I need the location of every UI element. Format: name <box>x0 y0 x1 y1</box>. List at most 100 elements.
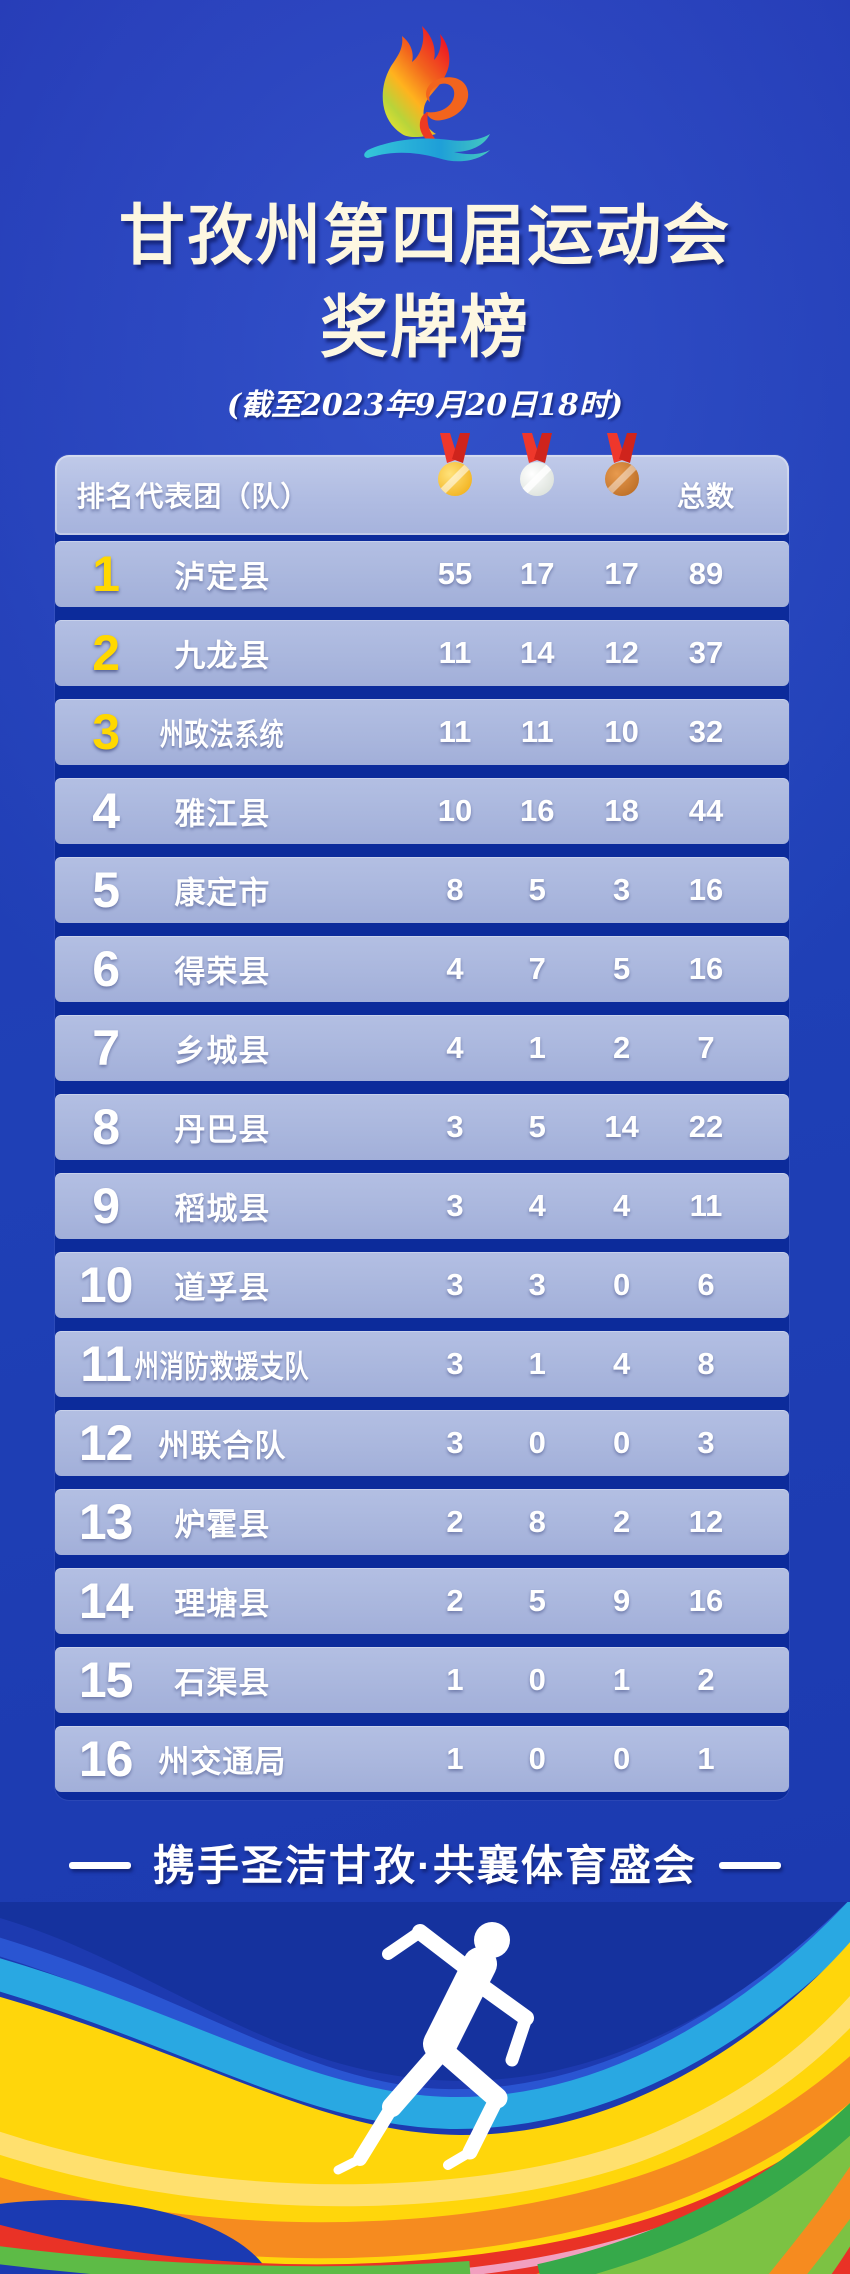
silver-count: 14 <box>519 635 555 670</box>
rank-cell: 13 <box>78 1494 134 1550</box>
rank-cell: 1 <box>92 546 120 602</box>
bronze-count: 0 <box>613 1741 631 1776</box>
silver-count: 1 <box>528 1030 546 1065</box>
team-cell: 州联合队 <box>158 1428 287 1464</box>
gold-count: 4 <box>446 1030 464 1065</box>
gold-count: 8 <box>446 872 464 907</box>
team-cell: 康定市 <box>174 875 271 911</box>
silver-count: 5 <box>528 872 546 907</box>
rank-cell: 5 <box>92 862 120 918</box>
team-cell: 泸定县 <box>174 559 271 595</box>
cyan-band <box>0 1902 850 2130</box>
total-count: 3 <box>697 1425 715 1460</box>
header-total: 总数 <box>677 481 736 512</box>
gold-count: 4 <box>446 951 464 986</box>
total-count: 6 <box>697 1267 715 1302</box>
bottom-wave-decoration <box>0 1902 850 2274</box>
rank-cell: 10 <box>78 1257 134 1313</box>
slogan-text: 携手圣洁甘孜·共襄体育盛会 <box>153 1842 697 1889</box>
bronze-count: 5 <box>613 951 631 986</box>
silver-count: 11 <box>520 714 554 749</box>
team-cell: 道孚县 <box>174 1270 271 1306</box>
silver-count: 0 <box>528 1741 546 1776</box>
dark-green-band <box>537 2103 850 2274</box>
bronze-count: 2 <box>613 1030 631 1065</box>
team-cell: 丹巴县 <box>174 1112 271 1148</box>
torch-flame-icon <box>364 26 490 162</box>
table-row: 14 理塘县 2 5 9 16 <box>55 1568 789 1634</box>
table-row: 1 泸定县 55 17 17 89 <box>55 541 789 607</box>
rank-cell: 14 <box>78 1573 134 1629</box>
gold-count: 3 <box>446 1188 464 1223</box>
bronze-count: 17 <box>604 556 639 591</box>
total-count: 1 <box>697 1741 715 1776</box>
silver-count: 1 <box>528 1346 546 1381</box>
navy-dome-shape <box>0 1902 850 2081</box>
slogan-row: 携手圣洁甘孜·共襄体育盛会 <box>0 1832 850 1893</box>
table-row: 8 丹巴县 3 5 14 22 <box>55 1094 789 1160</box>
team-cell: 州消防救援支队 <box>134 1349 310 1385</box>
gold-count: 3 <box>446 1425 464 1460</box>
bronze-count: 14 <box>604 1109 639 1144</box>
rank-cell: 3 <box>92 704 120 760</box>
gold-count: 2 <box>446 1583 464 1618</box>
gold-count: 1 <box>446 1662 464 1697</box>
header-rank: 排名 <box>76 481 135 512</box>
silver-count: 4 <box>528 1188 546 1223</box>
team-cell: 稻城县 <box>174 1191 271 1227</box>
silver-count: 8 <box>528 1504 546 1539</box>
gold-count: 10 <box>437 793 473 828</box>
bronze-count: 4 <box>613 1346 631 1381</box>
team-cell: 九龙县 <box>174 638 271 674</box>
table-row: 7 乡城县 4 1 2 7 <box>55 1015 789 1081</box>
total-count: 32 <box>688 714 724 749</box>
table-row: 10 道孚县 3 3 0 6 <box>55 1252 789 1318</box>
silver-count: 16 <box>519 793 555 828</box>
gold-count: 3 <box>446 1109 464 1144</box>
silver-count: 3 <box>528 1267 546 1302</box>
table-row: 11 州消防救援支队 3 1 4 8 <box>55 1331 789 1397</box>
total-count: 16 <box>688 951 724 986</box>
silver-count: 0 <box>528 1425 546 1460</box>
total-count: 8 <box>697 1346 715 1381</box>
rank-cell: 9 <box>92 1178 120 1234</box>
gold-count: 3 <box>446 1346 464 1381</box>
team-cell: 石渠县 <box>174 1665 271 1701</box>
green-wedge <box>548 2116 850 2274</box>
silver-count: 0 <box>528 1662 546 1697</box>
team-cell: 炉霍县 <box>174 1507 271 1543</box>
table-body: 1 泸定县 55 17 17 89 2 九龙县 11 14 12 37 3 州政… <box>55 541 789 1792</box>
gold-count: 11 <box>438 714 472 749</box>
silver-medal-icon <box>520 433 555 496</box>
rank-cell: 2 <box>92 625 120 681</box>
header-team: 代表团（队） <box>135 481 310 512</box>
bronze-count: 1 <box>613 1662 631 1697</box>
bronze-count: 12 <box>604 635 639 670</box>
gold-count: 55 <box>437 556 473 591</box>
table-row: 16 州交通局 1 0 0 1 <box>55 1726 789 1792</box>
bronze-count: 10 <box>604 714 639 749</box>
table-row: 6 得荣县 4 7 5 16 <box>55 936 789 1002</box>
bronze-medal-icon <box>604 433 639 496</box>
total-count: 7 <box>697 1030 715 1065</box>
cutoff-date-note: (截至2023年9月20日18时) <box>226 388 624 423</box>
rank-cell: 12 <box>78 1415 134 1471</box>
total-count: 12 <box>688 1504 724 1539</box>
flame-tail-shape <box>419 112 438 143</box>
rank-cell: 6 <box>92 941 120 997</box>
slogan-dash-right <box>719 1862 781 1870</box>
rank-cell: 7 <box>92 1020 120 1076</box>
total-count: 22 <box>688 1109 724 1144</box>
gold-count: 1 <box>446 1741 464 1776</box>
silver-count: 5 <box>528 1583 546 1618</box>
team-cell: 乡城县 <box>174 1033 271 1069</box>
bronze-count: 0 <box>613 1425 631 1460</box>
rank-cell: 11 <box>80 1336 132 1392</box>
bronze-count: 9 <box>613 1583 631 1618</box>
bronze-count: 3 <box>613 872 631 907</box>
table-row: 15 石渠县 1 0 1 2 <box>55 1647 789 1713</box>
table-row: 13 炉霍县 2 8 2 12 <box>55 1489 789 1555</box>
bronze-count: 2 <box>613 1504 631 1539</box>
team-cell: 州交通局 <box>158 1744 287 1780</box>
